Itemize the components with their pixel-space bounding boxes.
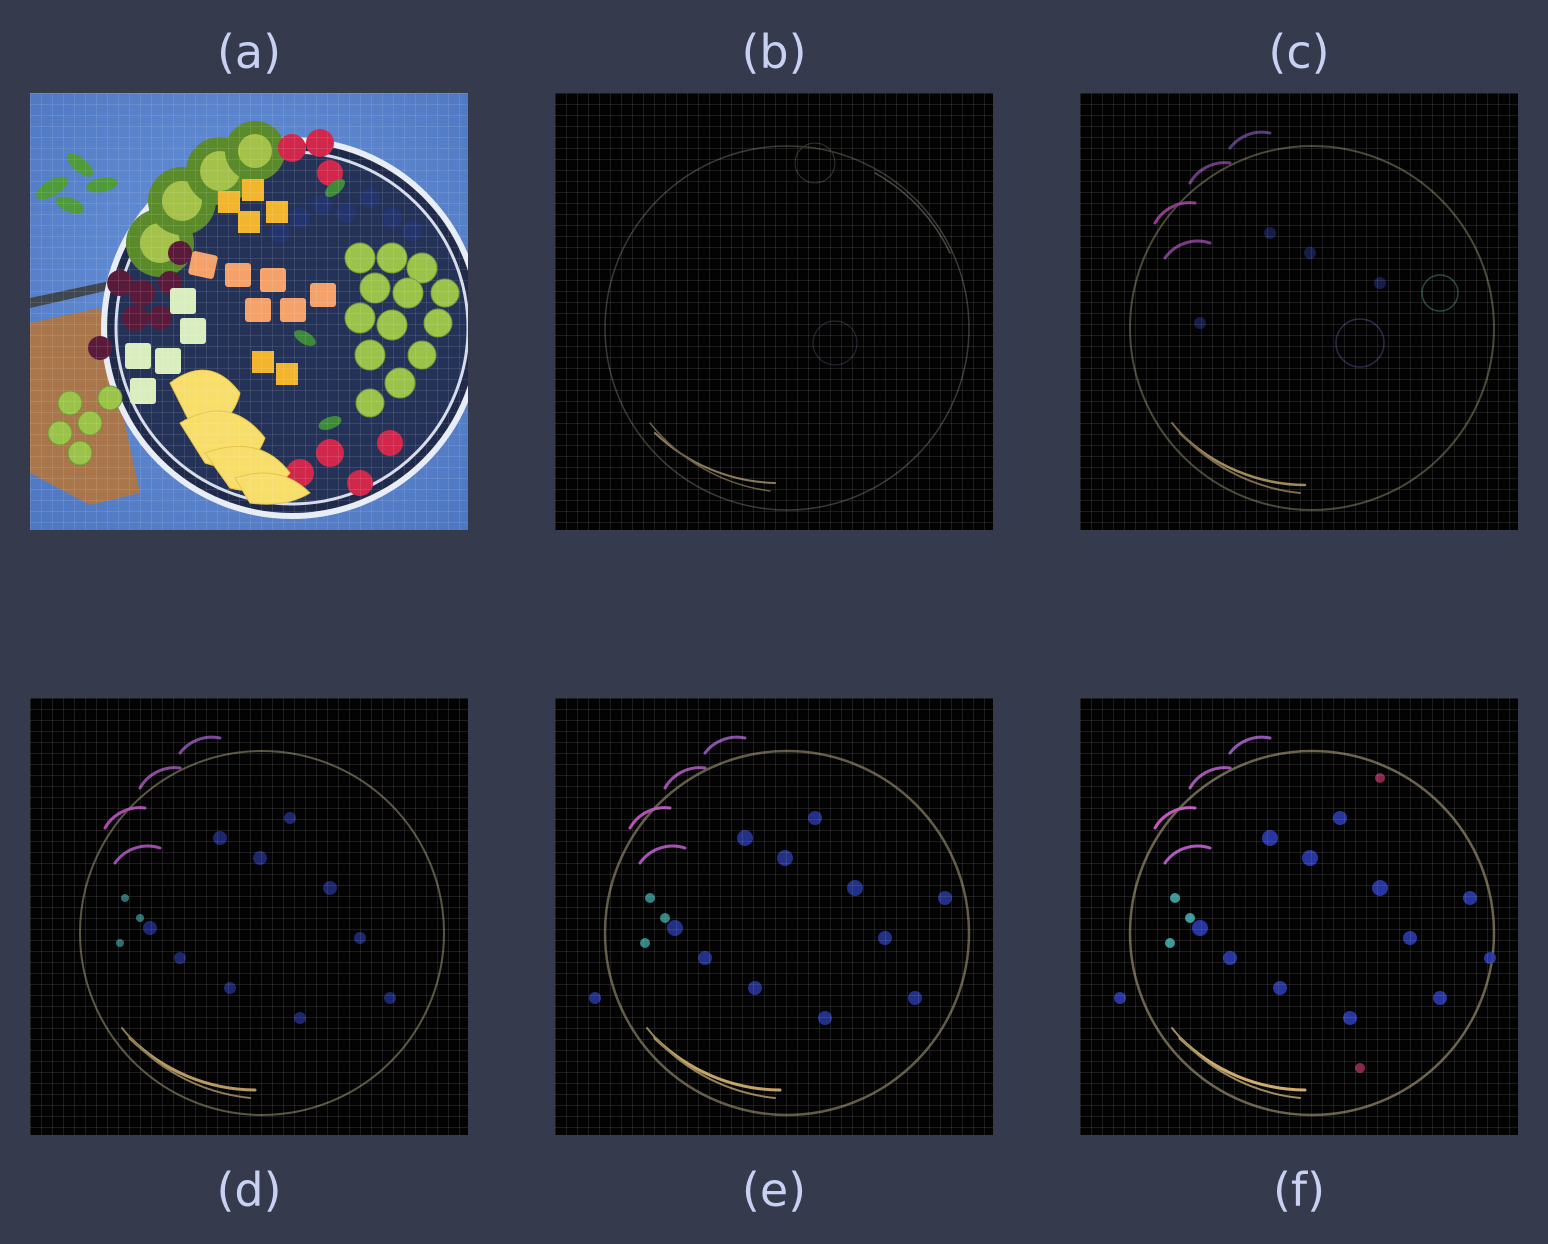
panel-e-feature-map bbox=[555, 698, 993, 1135]
caption-c: (c) bbox=[1268, 25, 1330, 79]
panel-f-feature-map bbox=[1080, 698, 1518, 1135]
caption-d: (d) bbox=[216, 1163, 282, 1217]
fruit-platter-image bbox=[30, 93, 468, 530]
panel-c-feature-map bbox=[1080, 93, 1518, 530]
panel-a-fruit-photo bbox=[30, 93, 468, 530]
caption-f: (f) bbox=[1272, 1163, 1326, 1217]
feature-map-image bbox=[30, 698, 468, 1135]
feature-map-image bbox=[1080, 93, 1518, 530]
feature-map-image bbox=[555, 698, 993, 1135]
caption-a: (a) bbox=[216, 25, 282, 79]
feature-map-image bbox=[555, 93, 993, 530]
feature-map-image bbox=[1080, 698, 1518, 1135]
caption-b: (b) bbox=[741, 25, 807, 79]
caption-e: (e) bbox=[741, 1163, 807, 1217]
panel-d-feature-map bbox=[30, 698, 468, 1135]
panel-b-feature-map bbox=[555, 93, 993, 530]
